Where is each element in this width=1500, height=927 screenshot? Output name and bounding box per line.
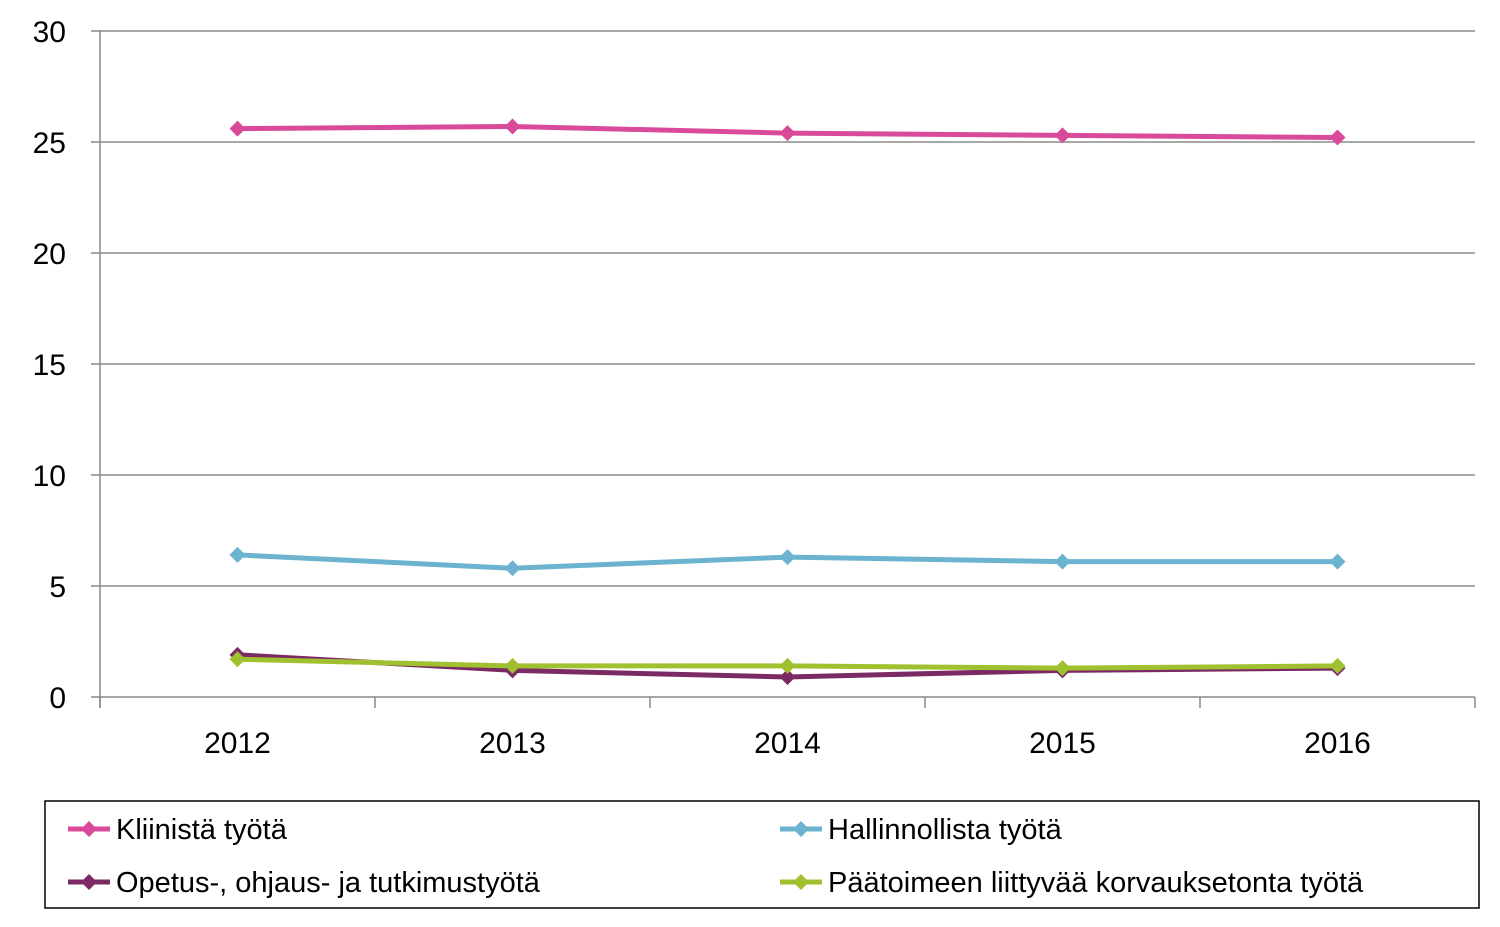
y-tick-label: 25 [33,127,66,160]
data-point [1329,553,1346,570]
data-point [229,546,246,563]
data-point [1329,657,1346,674]
data-point [1054,127,1071,144]
data-point [779,549,796,566]
series-group [229,118,1346,146]
series-group [229,546,1346,577]
legend-item: Päätoimeen liittyvää korvauksetonta työt… [780,867,1364,899]
legend-marker [793,874,809,890]
legend-box [44,800,1480,909]
data-point [779,125,796,142]
y-tick-label: 15 [33,349,66,382]
legend-label: Kliinistä työtä [116,814,288,846]
legend-label: Päätoimeen liittyvää korvauksetonta työt… [828,867,1364,899]
data-point [229,120,246,137]
y-tick-label: 0 [49,682,66,715]
legend-item: Hallinnollista työtä [780,814,1063,846]
x-tick-label: 2012 [204,727,271,760]
data-point [229,651,246,668]
data-point [779,669,796,686]
x-tick-label: 2015 [1029,727,1096,760]
legend-item: Kliinistä työtä [68,814,288,846]
legend-label: Opetus-, ohjaus- ja tutkimustyötä [116,867,541,899]
legend-marker [81,874,97,890]
x-tick-label: 2014 [754,727,821,760]
series-lines [229,118,1346,686]
series-group [229,651,1346,677]
data-point [1054,553,1071,570]
legend-marker [81,821,97,837]
y-tick-labels: 0 5 10 15 20 25 30 [33,16,66,715]
data-point [779,657,796,674]
x-tick-labels: 2012 2013 2014 2015 2016 [204,727,1371,760]
legend-marker [793,821,809,837]
data-point [504,657,521,674]
data-point [504,118,521,135]
x-tick-label: 2013 [479,727,546,760]
y-tick-label: 5 [49,571,66,604]
legend-item: Opetus-, ohjaus- ja tutkimustyötä [68,867,541,899]
gridlines [91,30,1476,708]
data-point [1054,660,1071,677]
axes [99,30,1475,708]
data-point [504,560,521,577]
y-tick-label: 10 [33,460,66,493]
y-tick-label: 20 [33,238,66,271]
x-tick-label: 2016 [1304,727,1371,760]
legend-label: Hallinnollista työtä [828,814,1063,846]
data-point [1329,129,1346,146]
legend: Kliinistä työtä Hallinnollista työtä Opetu… [44,800,1480,909]
y-tick-label: 30 [33,16,66,49]
